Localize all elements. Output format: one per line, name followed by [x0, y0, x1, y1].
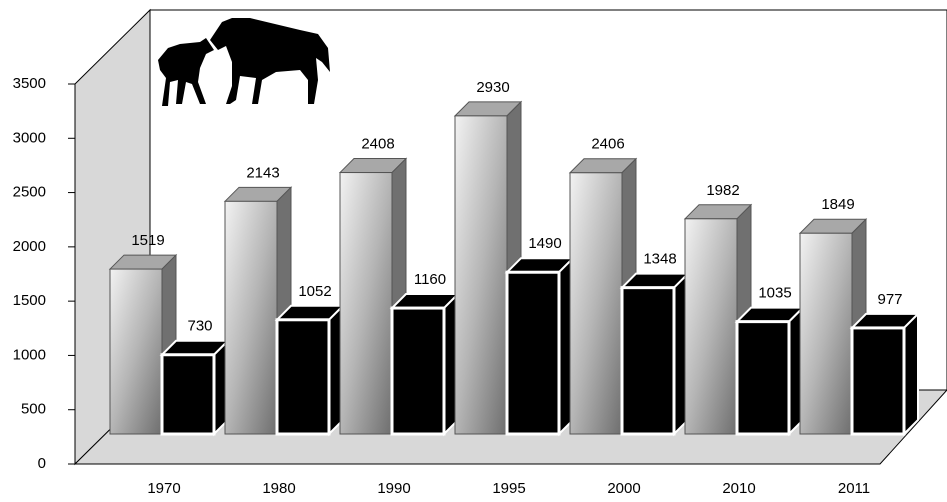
value-label: 1982: [706, 182, 739, 199]
bar: [392, 294, 458, 434]
bar: [852, 314, 918, 434]
value-label: 1490: [528, 235, 561, 252]
bar-front: [570, 173, 622, 434]
y-tick-label: 3000: [13, 129, 46, 146]
value-label: 977: [877, 291, 902, 308]
bar-front: [737, 322, 789, 434]
value-label: 1052: [298, 283, 331, 300]
bar-front: [507, 272, 559, 434]
value-label: 2930: [476, 79, 509, 96]
y-tick-label: 1000: [13, 346, 46, 363]
bar-front: [800, 233, 852, 434]
bar-front: [852, 328, 904, 434]
value-label: 2408: [361, 136, 394, 153]
y-tick-label: 500: [21, 401, 46, 418]
bar-front: [110, 269, 162, 434]
value-label: 1160: [414, 271, 446, 288]
y-tick-label: 1500: [13, 292, 46, 309]
value-label: 2143: [246, 164, 279, 181]
bar: [507, 258, 573, 434]
x-tick-label: 1980: [262, 480, 295, 497]
value-label: 1849: [821, 196, 854, 213]
bar-front: [340, 173, 392, 434]
x-tick-label: 1990: [377, 480, 410, 497]
bar-front: [455, 116, 507, 434]
value-label: 1035: [758, 285, 791, 302]
bar-front: [622, 288, 674, 434]
bar-front: [685, 219, 737, 434]
chart: 0 500 1000 1500 2000 2500 3000 3500 1970 1519 730 1…: [0, 0, 947, 502]
bar-front: [225, 201, 277, 434]
x-tick-label: 1995: [492, 480, 525, 497]
bar: [622, 274, 688, 434]
value-label: 1519: [131, 232, 164, 249]
y-tick-label: 3500: [13, 75, 46, 92]
bar-front: [277, 320, 329, 434]
value-label: 730: [187, 318, 212, 335]
bar-front: [162, 355, 214, 434]
y-tick-label: 0: [38, 455, 46, 472]
bar: [162, 341, 228, 434]
x-tick-label: 1970: [147, 480, 180, 497]
y-tick-label: 2500: [13, 184, 46, 201]
bar: [737, 308, 803, 434]
x-tick-label: 2010: [722, 480, 755, 497]
x-tick-label: 2011: [838, 480, 870, 497]
y-tick-label: 2000: [13, 238, 46, 255]
bar: [277, 306, 343, 434]
x-tick-label: 2000: [607, 480, 640, 497]
bar-side: [904, 314, 918, 434]
value-label: 1348: [643, 251, 676, 268]
value-label: 2406: [591, 136, 624, 153]
bar-front: [392, 308, 444, 434]
